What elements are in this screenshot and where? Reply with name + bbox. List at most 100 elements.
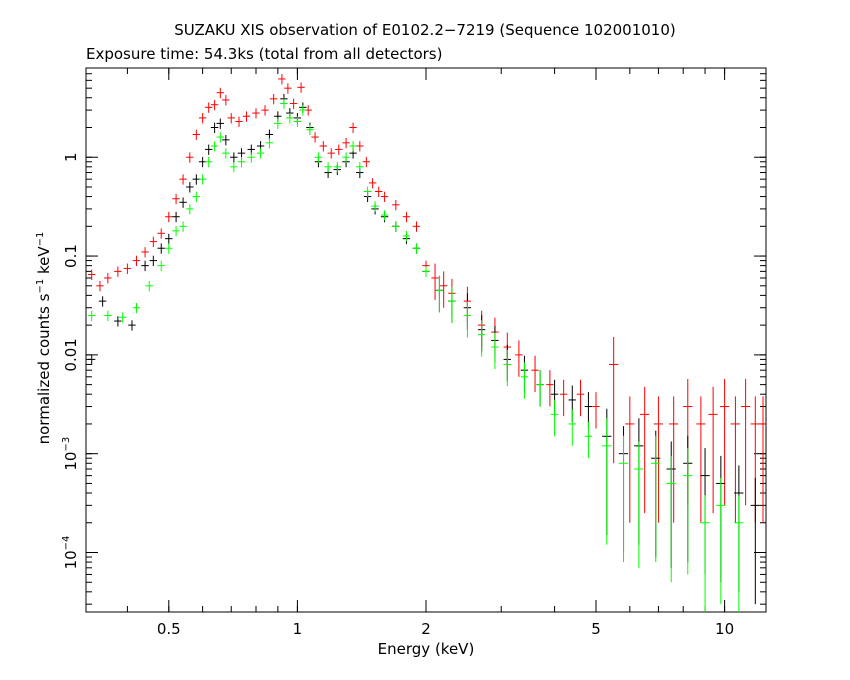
data-point (380, 191, 389, 203)
data-point (128, 320, 136, 331)
data-point (252, 108, 260, 119)
data-point (639, 386, 650, 514)
data-point (666, 455, 676, 583)
data-point (730, 396, 740, 523)
data-point (297, 82, 305, 93)
data-point (380, 210, 389, 221)
data-point (87, 269, 96, 281)
y-axis-label-unit: keV (35, 246, 53, 279)
y-axis-label: normalized counts s−1 keV−1 (35, 232, 53, 445)
data-point (204, 156, 213, 168)
data-point (311, 132, 319, 143)
data-point (141, 247, 149, 258)
x-tick-label: 5 (591, 620, 601, 638)
data-point (141, 260, 149, 272)
data-point (172, 193, 180, 205)
data-point (634, 441, 644, 568)
data-point (349, 122, 357, 133)
data-point (192, 191, 201, 203)
data-point (227, 113, 235, 124)
data-point (520, 362, 529, 399)
data-point (186, 152, 194, 163)
data-point (618, 435, 629, 563)
data-point (256, 148, 265, 159)
data-point (192, 129, 201, 140)
data-point (740, 378, 751, 506)
data-point (335, 144, 343, 155)
data-point (546, 370, 554, 407)
data-point (149, 236, 158, 248)
y-tick-label: 10−4 (61, 536, 80, 570)
data-point (104, 273, 112, 284)
data-point (222, 95, 230, 106)
x-tick-label: 2 (421, 620, 431, 638)
data-point (356, 141, 364, 152)
data-point (204, 144, 213, 155)
data-point (651, 435, 661, 563)
y-tick-label: 10−3 (61, 437, 80, 471)
data-point (559, 379, 568, 417)
data-point (392, 199, 400, 211)
data-point (98, 296, 107, 307)
data-point (210, 99, 219, 111)
data-point (368, 178, 377, 189)
data-point (230, 161, 238, 173)
chart-title: SUZAKU XIS observation of E0102.2−7219 (… (174, 21, 676, 39)
data-layer (87, 74, 766, 612)
data-point (145, 280, 153, 292)
data-point (204, 102, 213, 113)
plot-frame (85, 67, 767, 613)
y-axis-label-text: normalized counts s (35, 293, 53, 445)
data-point (402, 211, 411, 223)
data-point (550, 399, 559, 437)
data-point (356, 161, 364, 173)
data-point (584, 421, 593, 459)
data-point (439, 271, 448, 308)
data-point (293, 116, 302, 127)
data-point (608, 336, 619, 464)
data-point (431, 263, 439, 300)
data-point (165, 243, 173, 254)
data-point (165, 211, 173, 223)
data-series (87, 74, 766, 523)
data-point (216, 132, 224, 143)
data-point (515, 340, 523, 377)
data-point (392, 221, 400, 232)
data-point (118, 312, 127, 323)
data-point (477, 320, 486, 357)
data-point (210, 141, 219, 152)
data-point (179, 174, 187, 185)
data-point (402, 231, 411, 242)
data-point (602, 418, 612, 545)
data-point (123, 263, 132, 274)
data-point (216, 118, 224, 129)
chart-subtitle: Exposure time: 54.3ks (total from all de… (86, 45, 443, 63)
y-tick-exponent: −4 (61, 536, 72, 551)
data-point (719, 378, 730, 506)
data-point (216, 87, 224, 99)
y-tick-label: 0.1 (62, 244, 80, 268)
data-point (186, 182, 194, 193)
data-point (179, 197, 187, 208)
data-point (319, 141, 328, 152)
data-point (210, 122, 219, 133)
data-point (371, 201, 379, 212)
data-point (503, 350, 511, 387)
data-point (374, 186, 383, 197)
data-point (114, 316, 122, 327)
data-point (235, 116, 243, 127)
data-point (576, 379, 585, 417)
y-tick-label: 0.01 (62, 338, 80, 371)
y-axis-label-exp2: −1 (35, 231, 46, 247)
data-point (186, 204, 194, 215)
x-tick-label: 0.5 (157, 620, 181, 638)
data-point (172, 225, 180, 237)
data-point (289, 98, 298, 109)
data-point (653, 396, 664, 523)
data-point (87, 354, 96, 365)
x-tick-label: 1 (293, 620, 303, 638)
data-point (435, 275, 444, 313)
data-point (758, 396, 766, 523)
data-point (222, 148, 230, 159)
